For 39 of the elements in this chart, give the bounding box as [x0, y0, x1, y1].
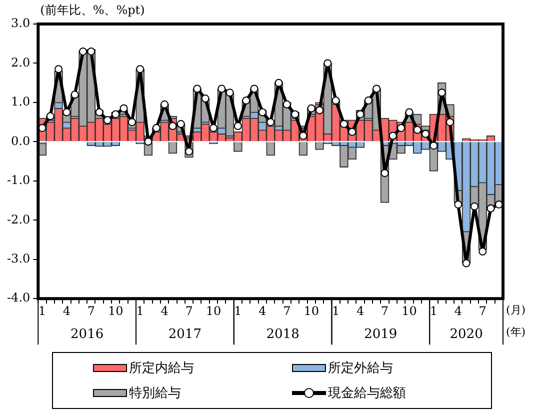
y-tick-label: -4.0: [7, 290, 30, 305]
x-tick-label: 4: [356, 304, 364, 318]
x-tick-label: 10: [206, 304, 222, 318]
legend-label: 所定内給与: [129, 360, 194, 377]
y-tick-label: 1.0: [11, 94, 30, 109]
y-tick-label: -2.0: [7, 212, 30, 226]
x-tick-label: 10: [108, 304, 124, 318]
x-tick-label: 7: [283, 304, 291, 318]
x-tick-label: 7: [185, 304, 193, 318]
x-tick-label: 7: [87, 304, 95, 318]
x-tick-label: 7: [478, 304, 486, 318]
x-tick-label: 4: [62, 304, 71, 318]
x-tick-label: 10: [304, 304, 319, 318]
x-tick-label: 4: [454, 304, 462, 318]
legend-label: 特別給与: [129, 385, 181, 402]
legend-label: 所定外給与: [328, 360, 393, 377]
y-tick-label: -1.0: [7, 173, 30, 188]
x-tick-label: 7: [380, 304, 389, 318]
text: (月): [506, 303, 526, 316]
text: 2017: [168, 326, 202, 342]
y-axis-title: (前年比、%、%pt): [40, 3, 145, 18]
x-tick-label: 1: [38, 304, 46, 318]
y-tick-label: 3.0: [11, 16, 30, 30]
text: 2019: [364, 326, 398, 342]
x-tick-label: 1: [332, 304, 340, 318]
x-tick-label: 4: [160, 304, 169, 318]
y-tick-label: -3.0: [7, 251, 30, 266]
text: 2020: [450, 326, 483, 342]
x-tick-label: 1: [234, 304, 242, 318]
x-tick-label: 1: [430, 304, 438, 318]
text: 2018: [266, 326, 300, 342]
x-tick-label: 1: [136, 304, 144, 318]
text: 2016: [70, 326, 104, 342]
legend-label: 現金給与総額: [328, 385, 406, 402]
y-tick-label: 2.0: [11, 55, 30, 70]
x-tick-label: 4: [258, 304, 267, 318]
y-tick-label: 0.0: [11, 134, 30, 148]
text: (年): [506, 325, 526, 338]
x-tick-label: 10: [402, 304, 417, 318]
